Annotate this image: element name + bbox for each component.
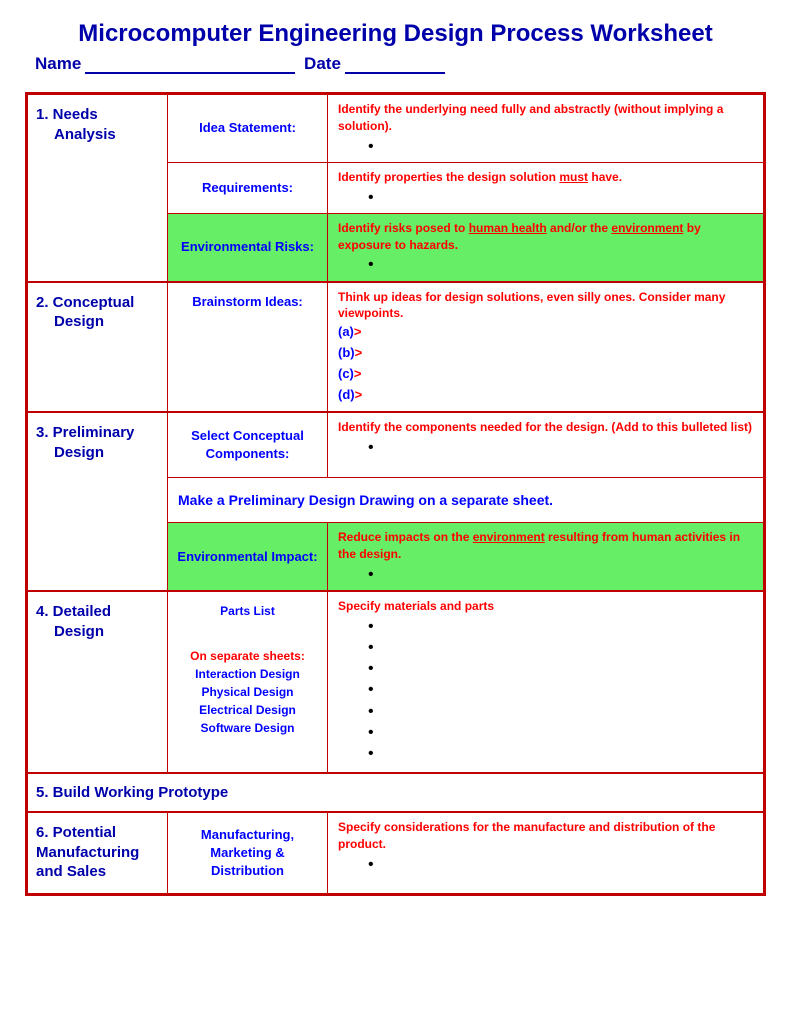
item-interaction-design: Interaction Design: [174, 665, 321, 683]
parts-list-label: Parts List: [174, 602, 321, 620]
prompt-brainstorm: Think up ideas for design solutions, eve…: [338, 289, 753, 323]
date-blank[interactable]: [345, 72, 445, 74]
label-select-components: Select Conceptual Components:: [168, 413, 328, 477]
brainstorm-list: (a)> (b)> (c)> (d)>: [338, 322, 753, 405]
item-physical-design: Physical Design: [174, 683, 321, 701]
section-4-title: 4. Detailed: [36, 603, 111, 620]
bullet-icon: •: [368, 617, 753, 636]
label-env-risks: Environmental Risks:: [168, 214, 328, 281]
section-conceptual-design: 2. Conceptual Design Brainstorm Ideas: T…: [28, 283, 763, 414]
row-idea-statement: Idea Statement: Identify the underlying …: [168, 95, 763, 163]
bullet-icon: •: [368, 659, 753, 678]
bullet-icon: •: [368, 744, 753, 763]
prompt-env-risks: Identify risks posed to human health and…: [338, 220, 753, 254]
prompt-parts: Specify materials and parts: [338, 598, 753, 615]
label-env-impact: Environmental Impact:: [168, 523, 328, 590]
content-requirements[interactable]: Identify properties the design solution …: [328, 163, 763, 213]
prompt-components: Identify the components needed for the d…: [338, 419, 753, 436]
section-2-heading: 2. Conceptual Design: [28, 283, 168, 412]
separate-sheets-note: On separate sheets:: [174, 648, 321, 665]
row-manufacturing: Manufacturing, Marketing & Distribution …: [168, 813, 763, 893]
label-brainstorm: Brainstorm Ideas:: [168, 283, 328, 412]
page-title: Microcomputer Engineering Design Process…: [25, 20, 766, 48]
row-select-components: Select Conceptual Components: Identify t…: [168, 413, 763, 478]
section-2-title: 2. Conceptual: [36, 294, 134, 311]
item-electrical-design: Electrical Design: [174, 701, 321, 719]
date-label: Date: [304, 54, 341, 73]
prompt-env-impact: Reduce impacts on the environment result…: [338, 529, 753, 563]
prompt-manufacturing: Specify considerations for the manufactu…: [338, 819, 753, 853]
prompt-requirements: Identify properties the design solution …: [338, 169, 753, 186]
section-4-subtitle: Design: [36, 623, 104, 640]
section-1-subtitle: Analysis: [36, 126, 116, 143]
content-brainstorm[interactable]: Think up ideas for design solutions, eve…: [328, 283, 763, 412]
section-4-heading: 4. Detailed Design: [28, 592, 168, 772]
content-env-risks[interactable]: Identify risks posed to human health and…: [328, 214, 763, 281]
bullet-icon: •: [368, 680, 753, 699]
item-software-design: Software Design: [174, 719, 321, 737]
section-manufacturing-sales: 6. Potential Manufacturing and Sales Man…: [28, 813, 763, 893]
row-drawing-note: Make a Preliminary Design Drawing on a s…: [168, 478, 763, 523]
row-environmental-impact: Environmental Impact: Reduce impacts on …: [168, 523, 763, 590]
worksheet-table: 1. Needs Analysis Idea Statement: Identi…: [25, 92, 766, 896]
label-parts-list: Parts List On separate sheets: Interacti…: [168, 592, 328, 772]
section-6-heading: 6. Potential Manufacturing and Sales: [28, 813, 168, 893]
bullet-icon: •: [368, 438, 753, 457]
section-3-title: 3. Preliminary: [36, 424, 134, 441]
row-environmental-risks: Environmental Risks: Identify risks pose…: [168, 214, 763, 281]
section-needs-analysis: 1. Needs Analysis Idea Statement: Identi…: [28, 95, 763, 283]
bullet-icon: •: [368, 702, 753, 721]
content-parts-list[interactable]: Specify materials and parts • • • • • • …: [328, 592, 763, 772]
label-requirements: Requirements:: [168, 163, 328, 213]
section-3-subtitle: Design: [36, 444, 104, 461]
bullet-icon: •: [368, 565, 753, 584]
name-label: Name: [35, 54, 81, 73]
bullet-icon: •: [368, 723, 753, 742]
label-manufacturing: Manufacturing, Marketing & Distribution: [168, 813, 328, 893]
content-idea-statement[interactable]: Identify the underlying need fully and a…: [328, 95, 763, 162]
section-1-title: 1. Needs: [36, 106, 98, 123]
content-select-components[interactable]: Identify the components needed for the d…: [328, 413, 763, 477]
row-brainstorm: Brainstorm Ideas: Think up ideas for des…: [168, 283, 763, 412]
section-preliminary-design: 3. Preliminary Design Select Conceptual …: [28, 413, 763, 592]
bullet-icon: •: [368, 188, 753, 207]
row-parts-list: Parts List On separate sheets: Interacti…: [168, 592, 763, 772]
section-3-heading: 3. Preliminary Design: [28, 413, 168, 590]
bullet-icon: •: [368, 855, 753, 874]
bullet-icon: •: [368, 137, 753, 156]
row-requirements: Requirements: Identify properties the de…: [168, 163, 763, 214]
section-2-subtitle: Design: [36, 313, 104, 330]
prompt-idea: Identify the underlying need fully and a…: [338, 101, 753, 135]
name-date-line: Name Date: [25, 54, 766, 74]
name-blank[interactable]: [85, 72, 295, 74]
bullet-icon: •: [368, 255, 753, 274]
section-1-heading: 1. Needs Analysis: [28, 95, 168, 281]
label-idea-statement: Idea Statement:: [168, 95, 328, 162]
bullet-icon: •: [368, 638, 753, 657]
section-build-prototype: 5. Build Working Prototype: [28, 774, 763, 813]
section-detailed-design: 4. Detailed Design Parts List On separat…: [28, 592, 763, 774]
content-manufacturing[interactable]: Specify considerations for the manufactu…: [328, 813, 763, 893]
content-env-impact[interactable]: Reduce impacts on the environment result…: [328, 523, 763, 590]
